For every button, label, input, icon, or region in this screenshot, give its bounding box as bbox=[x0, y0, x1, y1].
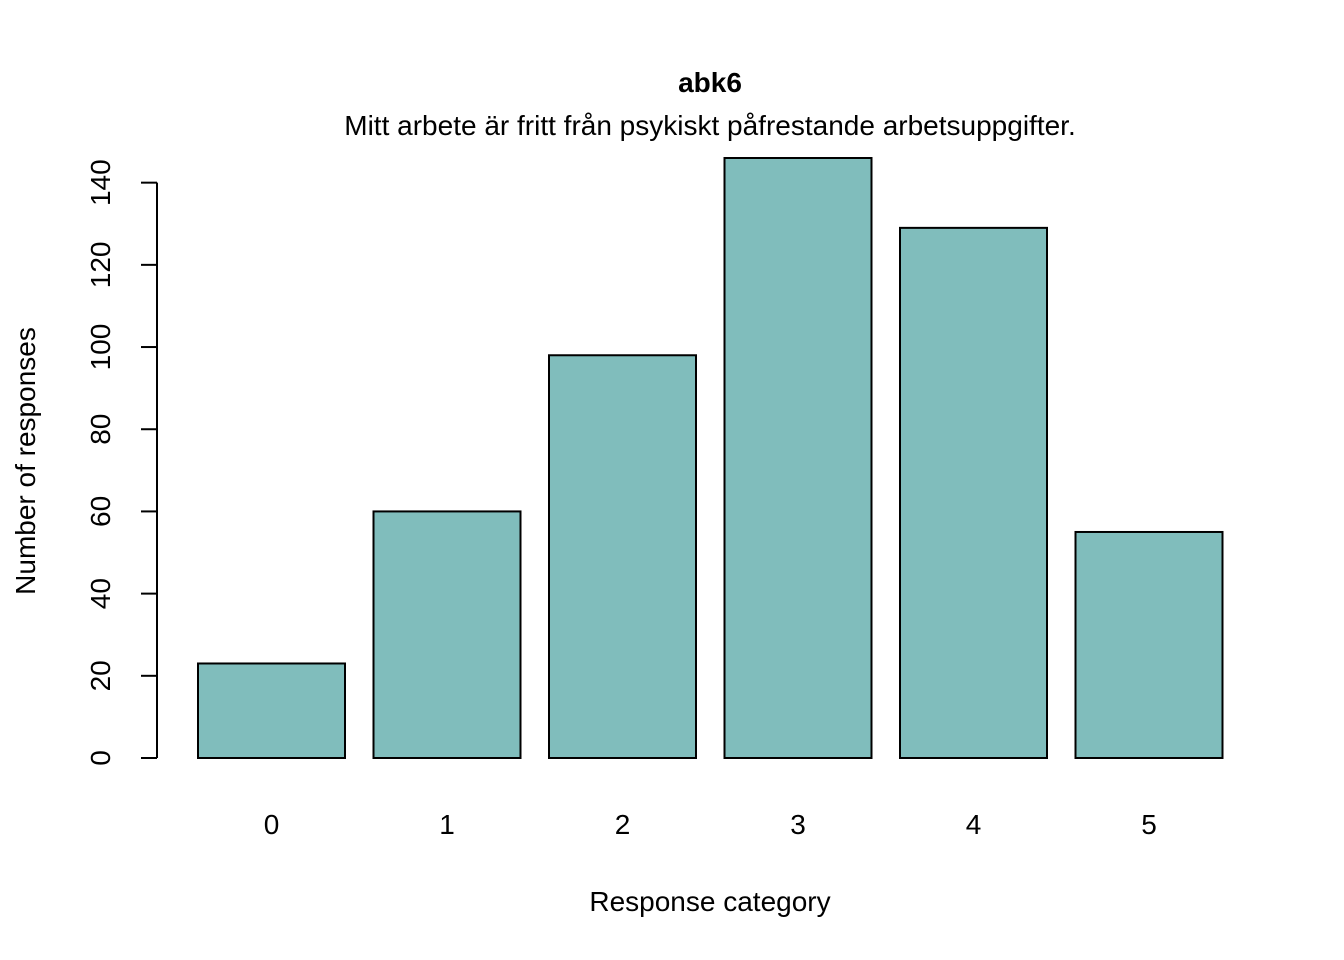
y-tick-label: 140 bbox=[85, 159, 116, 206]
bar bbox=[372, 510, 522, 759]
bar bbox=[723, 157, 873, 759]
bar bbox=[899, 226, 1048, 759]
chart-title: abk6 bbox=[678, 67, 742, 98]
y-tick-label: 0 bbox=[85, 750, 116, 766]
x-tick-label: 0 bbox=[264, 809, 280, 840]
x-tick-label: 4 bbox=[966, 809, 982, 840]
y-tick-label: 100 bbox=[85, 324, 116, 371]
x-tick-label: 2 bbox=[615, 809, 631, 840]
bar bbox=[1074, 530, 1224, 759]
y-tick-label: 80 bbox=[85, 414, 116, 445]
x-tick-label: 5 bbox=[1141, 809, 1157, 840]
y-axis: 0 20 40 60 80 100 120 140 bbox=[85, 159, 158, 766]
y-tick-label: 20 bbox=[85, 660, 116, 691]
x-tick-label: 1 bbox=[439, 809, 455, 840]
y-tick-label: 40 bbox=[85, 578, 116, 609]
x-axis-label: Response category bbox=[589, 886, 830, 917]
bar bbox=[548, 354, 697, 759]
chart-subtitle: Mitt arbete är fritt från psykiskt påfre… bbox=[344, 110, 1075, 141]
x-tick-labels: 0 1 2 3 4 5 bbox=[264, 809, 1157, 840]
y-tick-label: 60 bbox=[85, 496, 116, 527]
x-tick-label: 3 bbox=[790, 809, 806, 840]
y-tick-label: 120 bbox=[85, 241, 116, 288]
y-axis-label: Number of responses bbox=[10, 327, 41, 595]
bars-group bbox=[197, 157, 1224, 759]
bar bbox=[197, 662, 346, 759]
